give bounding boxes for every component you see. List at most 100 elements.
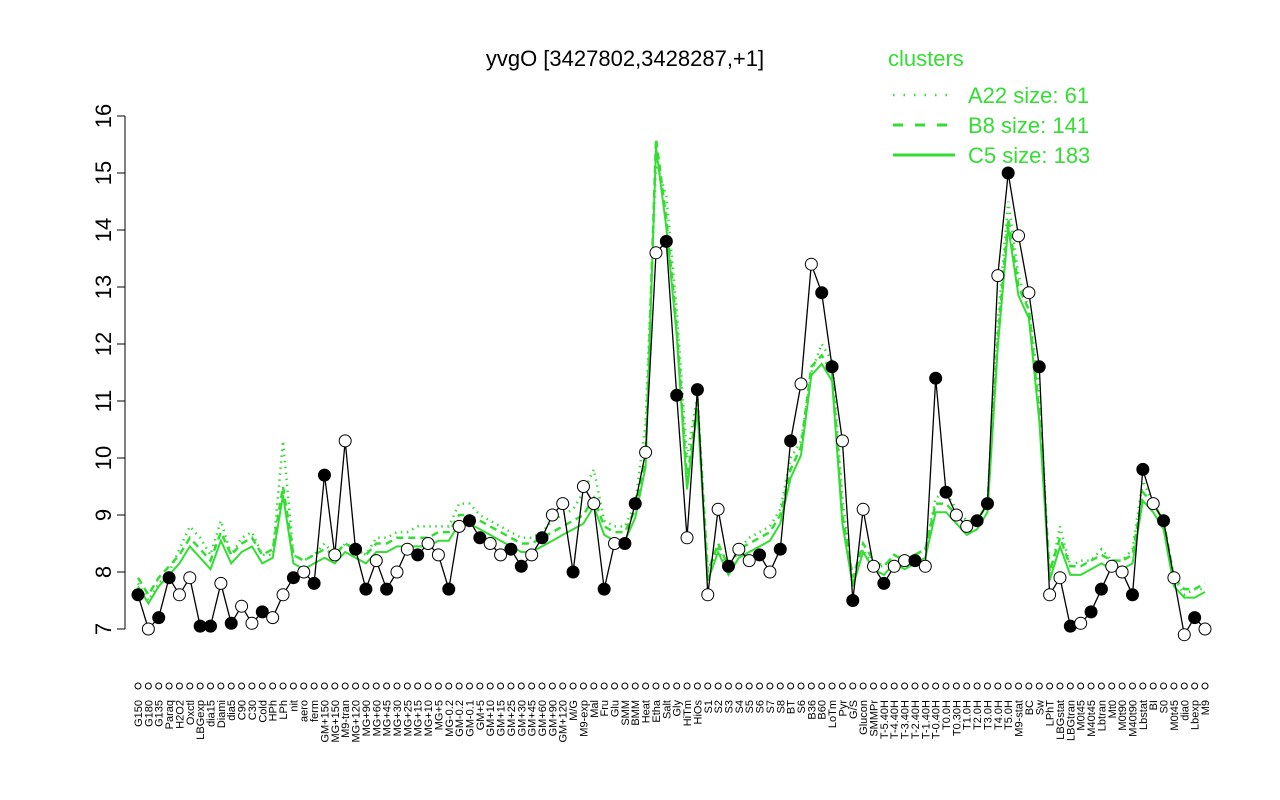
data-point [224,616,238,630]
data-point [183,571,197,585]
x-tick-label: M9 [1200,700,1212,715]
x-tick-mark [434,682,442,690]
x-tick-mark [258,682,266,690]
x-tick-label: Mal [589,700,601,718]
data-point [970,514,984,528]
x-tick-mark [1128,682,1136,690]
x-tick-mark [1035,682,1043,690]
x-tick-mark [921,682,929,690]
x-tick-label: M0t45 [1169,700,1181,731]
x-tick-mark [569,682,577,690]
data-point [462,514,476,528]
data-point [359,582,373,596]
data-point [867,559,881,573]
data-point [1125,588,1139,602]
x-tick-label: T-5.40H [879,700,891,739]
data-point [421,537,435,550]
x-tick-mark [207,682,215,690]
x-tick-label: G/S [848,700,860,719]
data-point [141,622,155,636]
x-tick-label: SMMPr [869,700,881,737]
x-tick-label: LBGexp [195,700,207,740]
x-tick-label: Lbtran [1096,700,1108,731]
data-point [773,542,787,556]
x-tick-mark [1139,682,1147,690]
x-tick-label: GM+45 [527,700,539,736]
x-tick-mark [890,682,898,690]
data-point [514,559,528,573]
data-point [349,542,363,556]
data-point [763,565,777,579]
x-tick-label: LBGtran [1065,700,1077,741]
x-tick-label: H2O2 [174,700,186,729]
x-tick-mark [797,682,805,690]
x-tick-mark [403,682,411,690]
x-tick-mark [548,682,556,690]
x-tick-mark [331,682,339,690]
x-tick-label: GM+30 [516,700,528,736]
x-tick-mark [517,682,525,690]
data-point [1105,559,1119,573]
x-tick-mark [714,682,722,690]
x-tick-mark [465,682,473,690]
data-point [815,286,829,300]
x-tick-label: T1.0H [962,700,974,730]
data-point [1022,286,1036,300]
x-tick-label: LPh [278,700,290,720]
data-point [483,537,497,550]
x-tick-label: MG+60 [371,700,383,736]
x-tick-label: GM+150 [319,700,331,743]
x-tick-label: MG+45 [382,700,394,736]
x-tick-label: T-1.40H [920,700,932,739]
x-tick-mark [1056,682,1064,690]
x-tick-mark [1097,682,1105,690]
x-tick-mark [186,682,194,690]
x-tick-mark [279,682,287,690]
x-tick-label: Lbstat [1138,700,1150,730]
x-tick-label: S8 [775,700,787,713]
data-point [473,531,487,545]
x-tick-label: LPhT [1045,700,1057,727]
x-tick-label: S4 [734,700,746,713]
y-axis: 7 8 9 10 11 12 13 14 15 16 [91,104,126,635]
x-tick-label: GM+15 [496,700,508,736]
y-tick-label: 11 [91,390,116,413]
x-tick-label: S5 [744,700,756,713]
x-tick-label: M/G [568,700,580,721]
x-tick-label: M40t90 [1127,700,1139,737]
x-tick-mark [1025,682,1033,690]
x-tick-mark [196,682,204,690]
data-point [670,388,684,402]
x-tick-mark [238,682,246,690]
x-tick-mark [341,682,349,690]
data-point [317,468,331,482]
x-tick-mark [320,682,328,690]
x-tick-label: LoTm [827,700,839,728]
x-tick-label: C30 [247,700,259,720]
x-tick-label: Lbexp [1190,700,1202,730]
x-tick-label: T0.0H [941,700,953,730]
x-tick-mark [621,682,629,690]
x-tick-mark [289,682,297,690]
data-point [131,588,145,602]
x-tick-mark [911,682,919,690]
x-tick-mark [175,682,183,690]
x-tick-label: HiOs [692,700,704,725]
x-tick-mark [1160,682,1168,690]
data-point [618,537,632,550]
x-tick-label: GM-0.1 [464,700,476,737]
data-point [556,497,570,511]
data-point [338,434,352,448]
data-point [1001,166,1015,180]
data-point [659,234,673,248]
series-line-b8 [136,138,1206,598]
x-tick-label: dia0 [1179,700,1191,721]
x-tick-label: Glucon [858,700,870,735]
data-point [1198,622,1212,636]
x-tick-mark [642,682,650,690]
x-tick-mark [393,682,401,690]
x-tick-label: S0 [1159,700,1171,713]
x-tick-label: GM-0.2 [454,700,466,737]
data-point [545,508,559,522]
x-tick-mark [165,682,173,690]
